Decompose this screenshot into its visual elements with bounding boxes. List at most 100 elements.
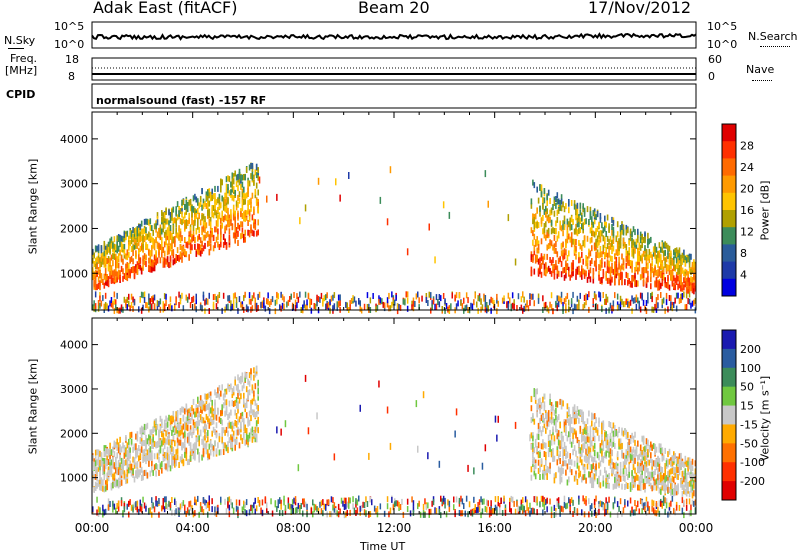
echo-cell	[545, 499, 547, 506]
echo-cell	[677, 262, 679, 268]
echo-cell	[228, 221, 231, 228]
echo-cell	[103, 445, 106, 452]
echo-cell	[536, 207, 538, 214]
echo-cell	[277, 499, 279, 506]
echo-cell	[569, 420, 571, 427]
echo-cell	[552, 267, 554, 274]
echo-cell	[231, 445, 234, 452]
echo-cell	[254, 303, 256, 310]
echo-cell	[560, 437, 563, 444]
echo-cell	[207, 393, 209, 400]
echo-cell	[148, 235, 150, 242]
echo-cell	[684, 260, 687, 267]
echo-cell	[579, 227, 582, 233]
echo-cell	[202, 291, 205, 298]
echo-cell	[214, 407, 216, 414]
echo-cell	[655, 297, 658, 304]
echo-cell	[606, 214, 609, 221]
echo-cell	[186, 415, 189, 422]
echo-cell	[123, 252, 126, 259]
echo-cell	[186, 220, 189, 226]
echo-cell	[161, 210, 163, 217]
echo-cell	[188, 408, 190, 415]
echo-cell	[192, 230, 195, 237]
echo-cell	[97, 506, 100, 513]
echo-cell	[120, 479, 123, 486]
echo-cell	[194, 243, 196, 250]
echo-cell	[153, 440, 156, 447]
echo-cell	[657, 250, 659, 257]
echo-cell	[323, 295, 325, 302]
echo-cell	[152, 297, 154, 304]
echo-cell	[178, 206, 180, 212]
echo-cell	[570, 459, 573, 466]
echo-cell	[366, 501, 369, 507]
echo-cell	[240, 393, 242, 400]
echo-cell	[276, 426, 278, 434]
echo-cell	[149, 298, 151, 305]
echo-cell	[555, 414, 557, 421]
echo-cell	[560, 464, 563, 471]
echo-cell	[112, 506, 114, 513]
echo-cell	[156, 304, 159, 311]
echo-cell	[151, 442, 153, 449]
echo-cell	[163, 455, 166, 462]
echo-cell	[195, 408, 198, 414]
echo-cell	[109, 462, 111, 469]
echo-cell	[624, 241, 626, 248]
echo-cell	[310, 307, 313, 314]
echo-cell	[595, 251, 597, 258]
echo-cell	[102, 279, 104, 285]
echo-cell	[181, 211, 183, 218]
echo-cell	[103, 273, 106, 280]
echo-cell	[595, 214, 597, 221]
echo-cell	[153, 464, 156, 471]
echo-cell	[681, 252, 684, 259]
echo-cell	[631, 295, 633, 302]
echo-cell	[230, 498, 232, 505]
echo-cell	[250, 505, 252, 511]
echo-cell	[543, 223, 546, 229]
echo-cell	[276, 506, 278, 512]
echo-cell	[169, 448, 172, 455]
echo-cell	[664, 307, 666, 314]
echo-cell	[208, 212, 211, 219]
echo-cell	[353, 296, 356, 303]
echo-cell	[435, 303, 438, 310]
echo-cell	[543, 393, 546, 400]
echo-cell	[211, 430, 213, 437]
echo-cell	[557, 301, 560, 308]
echo-cell	[533, 223, 536, 230]
echo-cell	[684, 281, 687, 288]
echo-cell	[168, 209, 170, 216]
echo-cell	[151, 259, 153, 266]
echo-cell	[639, 237, 642, 244]
echo-cell	[149, 446, 152, 453]
echo-cell	[169, 415, 172, 422]
echo-cell	[161, 431, 163, 438]
echo-cell	[133, 231, 136, 238]
echo-cell	[109, 263, 111, 270]
echo-cell	[348, 497, 350, 504]
echo-cell	[255, 403, 258, 410]
echo-cell	[690, 279, 692, 286]
echo-cell	[680, 254, 682, 261]
echo-cell	[97, 305, 100, 312]
echo-cell	[248, 180, 251, 187]
echo-cell	[615, 471, 618, 478]
echo-cell	[224, 391, 226, 398]
echo-cell	[529, 434, 531, 442]
echo-cell	[202, 509, 205, 515]
echo-cell	[113, 463, 116, 470]
echo-cell	[120, 463, 123, 469]
echo-cell	[606, 259, 609, 266]
echo-cell	[255, 505, 258, 512]
echo-cell	[93, 281, 95, 288]
echo-cell	[255, 425, 258, 432]
echo-cell	[586, 426, 589, 433]
echo-cell	[608, 496, 610, 503]
echo-cell	[602, 457, 605, 464]
echo-cell	[427, 300, 429, 306]
echo-cell	[176, 437, 179, 444]
echo-cell	[153, 265, 156, 272]
